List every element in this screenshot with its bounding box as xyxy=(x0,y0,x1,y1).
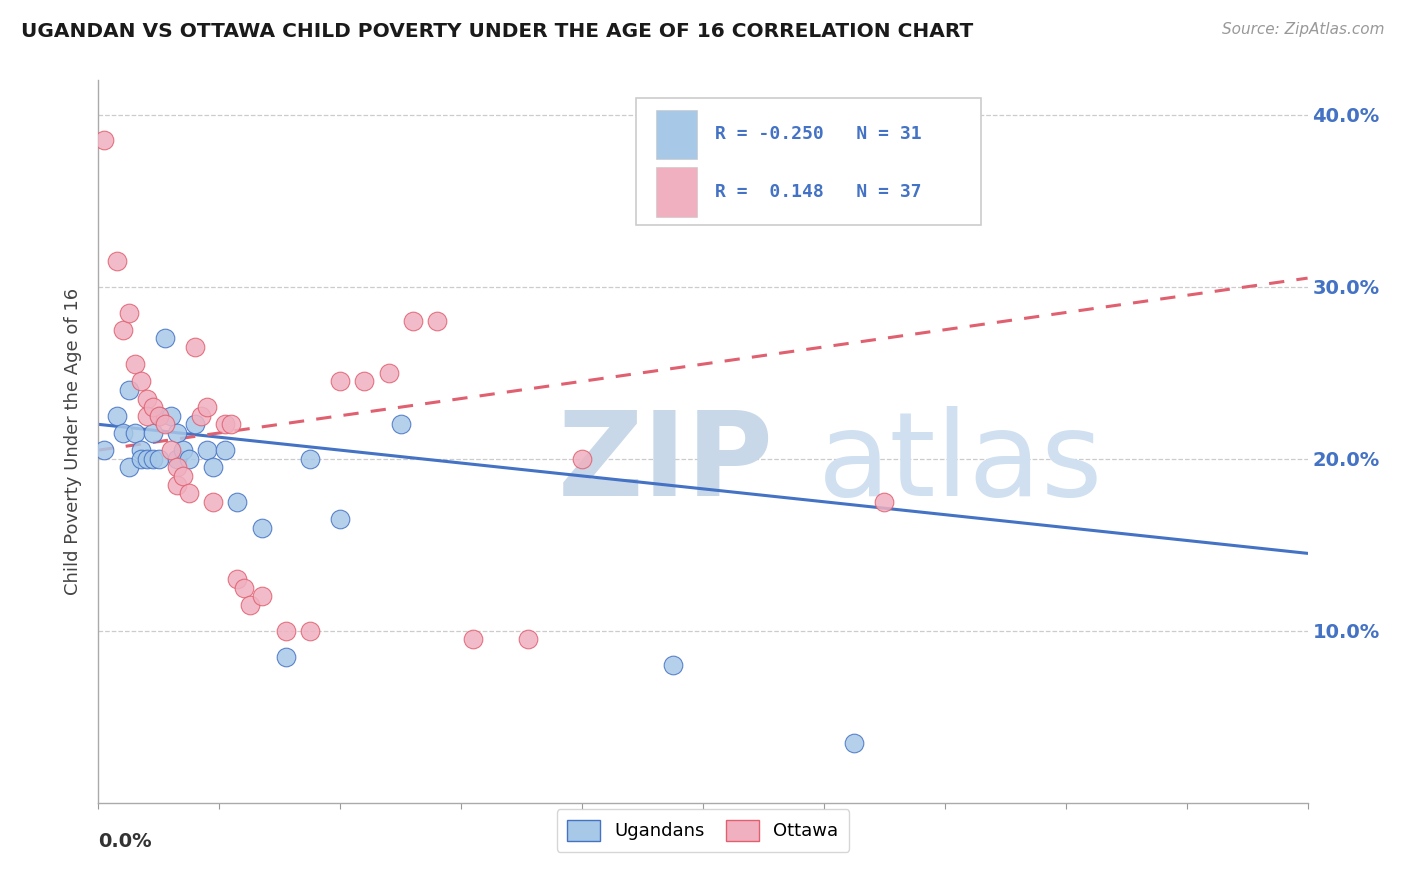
Ugandans xyxy=(93,443,115,458)
Ottawa xyxy=(179,486,201,500)
Ottawa xyxy=(135,392,157,406)
Ugandans xyxy=(135,451,157,466)
Ugandans xyxy=(299,451,322,466)
Ottawa xyxy=(118,305,141,319)
Ottawa xyxy=(166,460,188,475)
Ottawa xyxy=(274,624,297,638)
Ugandans xyxy=(129,451,152,466)
Y-axis label: Child Poverty Under the Age of 16: Child Poverty Under the Age of 16 xyxy=(65,288,83,595)
Ottawa xyxy=(129,375,152,389)
Text: 0.0%: 0.0% xyxy=(98,831,152,851)
Ottawa xyxy=(353,375,375,389)
Ottawa xyxy=(299,624,322,638)
Ottawa xyxy=(105,253,128,268)
Text: ZIP: ZIP xyxy=(558,406,773,521)
Ottawa xyxy=(426,314,449,328)
Ugandans xyxy=(118,460,141,475)
Ugandans xyxy=(202,460,225,475)
Ottawa xyxy=(172,469,194,483)
Ottawa xyxy=(202,494,225,508)
Ugandans xyxy=(329,512,352,526)
Ottawa xyxy=(148,409,170,423)
Ugandans xyxy=(226,494,249,508)
FancyBboxPatch shape xyxy=(655,168,697,217)
Ottawa xyxy=(250,590,273,604)
Text: R = -0.250   N = 31: R = -0.250 N = 31 xyxy=(716,126,922,144)
Text: UGANDAN VS OTTAWA CHILD POVERTY UNDER THE AGE OF 16 CORRELATION CHART: UGANDAN VS OTTAWA CHILD POVERTY UNDER TH… xyxy=(21,22,973,41)
Ugandans xyxy=(148,409,170,423)
Legend: Ugandans, Ottawa: Ugandans, Ottawa xyxy=(557,809,849,852)
Ottawa xyxy=(184,340,207,354)
Ugandans xyxy=(214,443,236,458)
Ottawa xyxy=(190,409,212,423)
Ottawa xyxy=(124,357,146,371)
Ugandans xyxy=(166,425,188,440)
Ugandans xyxy=(844,735,866,749)
Ottawa xyxy=(329,375,352,389)
Ottawa xyxy=(402,314,425,328)
Ugandans xyxy=(111,425,134,440)
Text: atlas: atlas xyxy=(818,406,1104,521)
Ottawa xyxy=(93,133,115,147)
Ugandans xyxy=(166,451,188,466)
Ottawa xyxy=(221,417,243,432)
Ottawa xyxy=(153,417,176,432)
Ottawa xyxy=(214,417,236,432)
Ottawa xyxy=(571,451,593,466)
Ugandans xyxy=(184,417,207,432)
Ottawa xyxy=(226,572,249,586)
Ottawa xyxy=(142,400,165,414)
Ugandans xyxy=(142,425,165,440)
Ottawa xyxy=(232,581,254,595)
Ugandans xyxy=(129,443,152,458)
Ugandans xyxy=(105,409,128,423)
Ugandans xyxy=(274,649,297,664)
Ugandans xyxy=(148,451,170,466)
Ugandans xyxy=(153,331,176,345)
Ugandans xyxy=(250,520,273,534)
Text: Source: ZipAtlas.com: Source: ZipAtlas.com xyxy=(1222,22,1385,37)
FancyBboxPatch shape xyxy=(655,110,697,160)
Ottawa xyxy=(516,632,538,647)
Ottawa xyxy=(239,598,262,612)
Ottawa xyxy=(166,477,188,491)
Ottawa xyxy=(463,632,485,647)
Ottawa xyxy=(111,323,134,337)
Ugandans xyxy=(118,383,141,397)
Ugandans xyxy=(124,425,146,440)
Ugandans xyxy=(389,417,412,432)
Ottawa xyxy=(377,366,399,380)
Ugandans xyxy=(142,451,165,466)
FancyBboxPatch shape xyxy=(637,98,981,225)
Ugandans xyxy=(661,658,683,673)
Ottawa xyxy=(873,494,896,508)
Ugandans xyxy=(195,443,218,458)
Ugandans xyxy=(172,443,194,458)
Ottawa xyxy=(135,409,157,423)
Ugandans xyxy=(160,409,183,423)
Ottawa xyxy=(160,443,183,458)
Text: R =  0.148   N = 37: R = 0.148 N = 37 xyxy=(716,183,922,202)
Ottawa xyxy=(195,400,218,414)
Ugandans xyxy=(179,451,201,466)
